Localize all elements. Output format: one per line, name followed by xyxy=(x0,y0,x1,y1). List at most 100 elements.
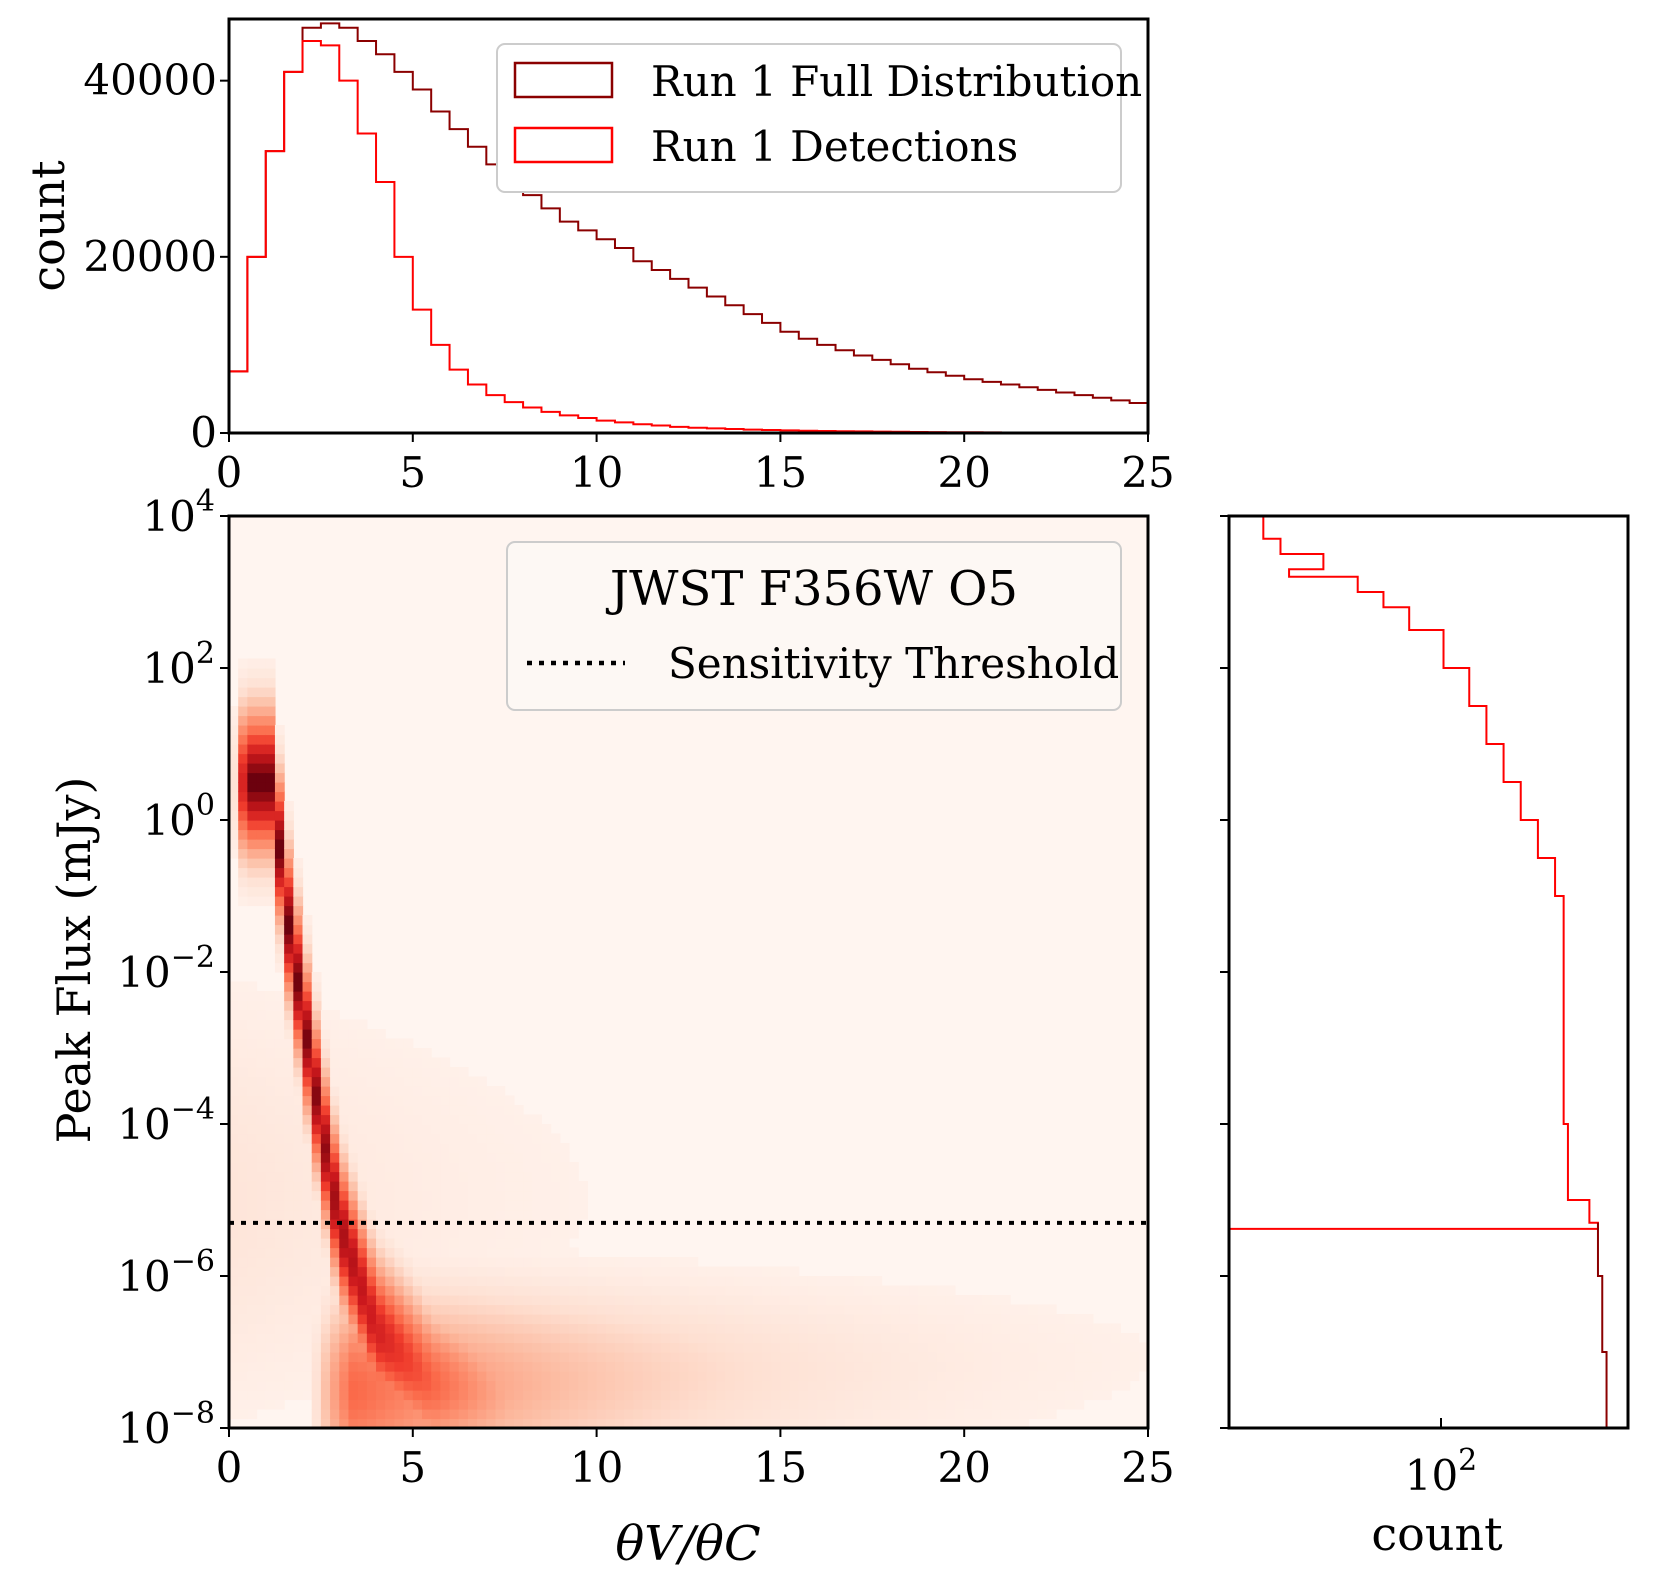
heatmap-cell xyxy=(385,1409,396,1420)
heatmap-cell xyxy=(559,1200,570,1211)
heatmap-cell xyxy=(486,1133,497,1144)
heatmap-cell xyxy=(587,1409,598,1420)
heatmap-cell xyxy=(513,1114,524,1125)
heatmap-cell xyxy=(284,934,294,945)
heatmap-cell xyxy=(807,1323,818,1334)
heatmap-cell xyxy=(256,1010,267,1021)
heatmap-cell xyxy=(458,1181,469,1192)
heatmap-cell xyxy=(238,1086,248,1097)
heatmap-cell xyxy=(229,1399,239,1410)
heatmap-cell xyxy=(1074,1314,1085,1325)
heatmap-cell xyxy=(238,1323,248,1334)
heatmap-cell xyxy=(532,1228,543,1239)
heatmap-cell xyxy=(229,1133,239,1144)
heatmap-cell xyxy=(734,1361,745,1372)
heatmap-cell xyxy=(302,1323,313,1334)
heatmap-cell xyxy=(330,1295,340,1306)
heatmap-cell xyxy=(486,1209,497,1220)
heatmap-cell xyxy=(982,1352,993,1363)
heatmap-cell xyxy=(587,1295,598,1306)
heatmap-cell xyxy=(1019,1342,1030,1353)
heatmap-cell xyxy=(421,1048,432,1059)
heatmap-cell xyxy=(366,1257,377,1268)
heatmap-cell xyxy=(872,1380,883,1391)
heatmap-cell xyxy=(504,1399,515,1410)
heatmap-cell xyxy=(1019,1333,1030,1344)
heatmap-cell xyxy=(256,1048,267,1059)
heatmap-cell xyxy=(458,1067,469,1078)
heatmap-cell xyxy=(284,1228,294,1239)
heatmap-cell xyxy=(798,1380,809,1391)
heatmap-cell xyxy=(725,1304,736,1315)
heatmap-cell xyxy=(559,1276,570,1287)
heatmap-cell xyxy=(274,943,285,954)
heatmap-cell xyxy=(679,1361,690,1372)
heatmap-cell xyxy=(486,1143,497,1154)
heatmap-cell xyxy=(311,1323,322,1334)
heatmap-cell xyxy=(752,1361,763,1372)
heatmap-cell xyxy=(660,1390,671,1401)
heatmap-cell xyxy=(587,1333,598,1344)
heatmap-cell xyxy=(311,1209,322,1220)
heatmap-cell xyxy=(1000,1295,1011,1306)
heatmap-cell xyxy=(1010,1380,1020,1391)
heatmap-cell xyxy=(247,858,258,869)
heatmap-cell xyxy=(835,1361,846,1372)
heatmap-cell xyxy=(541,1257,552,1268)
heatmap-cell xyxy=(725,1285,736,1296)
heatmap-cell xyxy=(1010,1314,1020,1325)
heatmap-cell xyxy=(1000,1371,1011,1382)
heatmap-cell xyxy=(826,1314,837,1325)
heatmap-cell xyxy=(495,1086,506,1097)
heatmap-cell xyxy=(605,1418,616,1428)
heatmap-cell xyxy=(679,1276,690,1287)
heatmap-cell xyxy=(523,1304,533,1315)
heatmap-cell xyxy=(265,858,276,869)
heatmap-cell xyxy=(376,1171,386,1182)
heatmap-cell xyxy=(330,1019,340,1030)
heatmap-cell xyxy=(642,1371,653,1382)
heatmap-cell xyxy=(541,1390,552,1401)
heatmap-cell xyxy=(293,886,304,897)
heatmap-cell xyxy=(265,1133,276,1144)
heatmap-cell xyxy=(284,905,294,916)
heatmap-cell xyxy=(376,1228,386,1239)
heatmap-cell xyxy=(688,1285,699,1296)
heatmap-cell xyxy=(541,1219,552,1230)
heatmap-cell xyxy=(467,1133,478,1144)
heatmap-cell xyxy=(1019,1361,1030,1372)
heatmap-cell xyxy=(431,1162,441,1173)
heatmap-cell xyxy=(238,725,248,736)
heatmap-cell xyxy=(964,1314,974,1325)
heatmap-cell xyxy=(238,858,248,869)
heatmap-cell xyxy=(421,1152,432,1163)
heatmap-cell xyxy=(339,1304,350,1315)
heatmap-cell xyxy=(412,1162,423,1173)
heatmap-cell xyxy=(550,1409,561,1420)
heatmap-cell xyxy=(247,1133,258,1144)
heatmap-cell xyxy=(357,1209,368,1220)
heatmap-cell xyxy=(238,1105,248,1116)
heatmap-cell xyxy=(807,1361,818,1372)
heatmap-cell xyxy=(431,1314,441,1325)
heatmap-cell xyxy=(624,1371,634,1382)
heatmap-cell xyxy=(991,1323,1002,1334)
heatmap-cell xyxy=(513,1105,524,1116)
heatmap-cell xyxy=(642,1409,653,1420)
heatmap-cell xyxy=(320,1200,331,1211)
heatmap-cell xyxy=(348,1399,359,1410)
heatmap-cell xyxy=(486,1219,497,1230)
heatmap-cell xyxy=(265,1124,276,1135)
heatmap-cell xyxy=(605,1409,616,1420)
heatmap-cell xyxy=(431,1390,441,1401)
heatmap-cell xyxy=(284,1276,294,1287)
heatmap-cell xyxy=(403,1390,414,1401)
heatmap-cell xyxy=(982,1418,993,1428)
heatmap-cell xyxy=(918,1285,929,1296)
heatmap-cell xyxy=(311,1399,322,1410)
heatmap-cell xyxy=(550,1285,561,1296)
heatmap-cell xyxy=(863,1314,873,1325)
heatmap-cell xyxy=(330,1418,340,1428)
heatmap-cell xyxy=(458,1266,469,1277)
heatmap-cell xyxy=(440,1323,451,1334)
